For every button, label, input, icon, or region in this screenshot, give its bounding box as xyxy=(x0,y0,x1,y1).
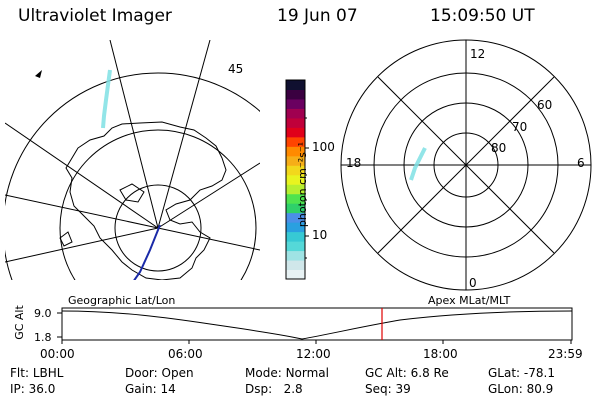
mlt-label-18: 18 xyxy=(346,156,362,170)
colorbar-cell xyxy=(286,98,305,109)
colorbar-cell xyxy=(286,203,305,214)
lat-label-70: 70 xyxy=(512,120,528,134)
geo-lat-circle xyxy=(114,184,202,272)
colorbar-cell xyxy=(286,212,305,223)
alt-xtick-label: 23:59 xyxy=(548,347,583,361)
alt-ytick-label: 9.0 xyxy=(34,307,52,320)
status-glat: GLat: -78.1 xyxy=(488,366,555,380)
coastline-detail xyxy=(59,231,73,247)
instrument-title: Ultraviolet Imager xyxy=(18,6,172,26)
status-flt: Flt: LBHL xyxy=(10,366,64,380)
geo-meridian xyxy=(109,40,159,229)
alt-plot-frame xyxy=(61,307,573,341)
satellite-track xyxy=(133,224,161,280)
polar-panel-label: Apex MLat/MLT xyxy=(428,294,511,307)
colorbar-cells xyxy=(286,80,305,280)
mlt-label-0: 0 xyxy=(469,276,477,290)
alt-xtick-label: 12:00 xyxy=(296,347,331,361)
colorbar-cell xyxy=(286,127,305,138)
polar-diagonal xyxy=(377,164,467,254)
geo-panel-label: Geographic Lat/Lon xyxy=(68,294,176,307)
pole-arrow-icon xyxy=(35,70,42,78)
colorbar-cell xyxy=(286,250,305,261)
colorbar-tick-label: 100 xyxy=(312,140,335,154)
colorbar-cell xyxy=(286,136,305,147)
polar-diagonal xyxy=(465,164,555,254)
geo-lat-circle xyxy=(5,72,260,280)
geo-map: 45 xyxy=(5,40,260,280)
alt-xtick-label: 06:00 xyxy=(168,347,203,361)
geo-meridian xyxy=(5,122,159,229)
aurora-streak xyxy=(101,69,112,129)
colorbar-cell xyxy=(286,269,305,280)
colorbar-cell xyxy=(286,260,305,271)
polar-plot xyxy=(340,39,592,291)
status-glon: GLon: 80.9 xyxy=(488,382,554,396)
colorbar-cell xyxy=(286,165,305,176)
lat-label-80: 80 xyxy=(491,141,507,155)
status-door: Door: Open xyxy=(125,366,194,380)
alt-ylabel: GC Alt xyxy=(12,305,26,340)
status-mode: Mode: Normal xyxy=(245,366,329,380)
lon-marker: 45 xyxy=(228,62,243,76)
colorbar-cell xyxy=(286,174,305,185)
date-label: 19 Jun 07 xyxy=(277,6,358,26)
colorbar-cell xyxy=(286,184,305,195)
geo-meridian xyxy=(157,40,211,229)
colorbar-cell xyxy=(286,155,305,166)
lat-label-60: 60 xyxy=(537,98,553,112)
alt-plot xyxy=(57,307,573,344)
status-dsp: Dsp: 2.8 xyxy=(245,382,303,396)
status-ip: IP: 36.0 xyxy=(10,382,56,396)
colorbar-unit-label: photon cm⁻²s⁻¹ xyxy=(296,141,310,228)
polar-aurora-streak xyxy=(409,147,427,181)
coastline-detail xyxy=(119,183,145,203)
mlt-label-6: 6 xyxy=(577,156,585,170)
time-label: 15:09:50 UT xyxy=(430,6,535,26)
polar-diagonal xyxy=(377,76,467,166)
alt-xtick-label: 18:00 xyxy=(423,347,458,361)
colorbar xyxy=(285,79,309,280)
colorbar-cell xyxy=(286,89,305,100)
colorbar-cell xyxy=(286,146,305,157)
colorbar-cell xyxy=(286,108,305,119)
alt-xtick-label: 00:00 xyxy=(40,347,75,361)
geo-lat-circle xyxy=(59,129,257,280)
status-seq: Seq: 39 xyxy=(365,382,411,396)
geo-meridian xyxy=(157,162,260,229)
mlt-label-12: 12 xyxy=(470,47,486,61)
geo-meridian xyxy=(5,227,159,263)
colorbar-cell xyxy=(286,231,305,242)
antarctica-coastline xyxy=(65,121,227,280)
status-gc-alt: GC Alt: 6.8 Re xyxy=(365,366,449,380)
geo-meridian xyxy=(5,194,159,229)
altitude-curve xyxy=(62,310,572,340)
colorbar-frame xyxy=(285,79,306,280)
colorbar-cell xyxy=(286,241,305,252)
colorbar-cell xyxy=(286,117,305,128)
alt-ytick-label: 1.8 xyxy=(34,331,52,344)
status-gain: Gain: 14 xyxy=(125,382,176,396)
colorbar-cell xyxy=(286,80,305,90)
colorbar-cell xyxy=(286,193,305,204)
colorbar-cell xyxy=(286,222,305,233)
colorbar-tick-label: 10 xyxy=(312,228,328,242)
polar-diagonal xyxy=(465,76,555,166)
